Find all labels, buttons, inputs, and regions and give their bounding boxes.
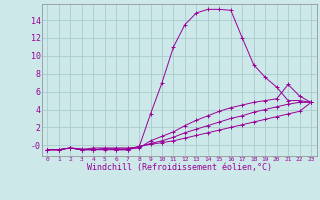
X-axis label: Windchill (Refroidissement éolien,°C): Windchill (Refroidissement éolien,°C) bbox=[87, 163, 272, 172]
